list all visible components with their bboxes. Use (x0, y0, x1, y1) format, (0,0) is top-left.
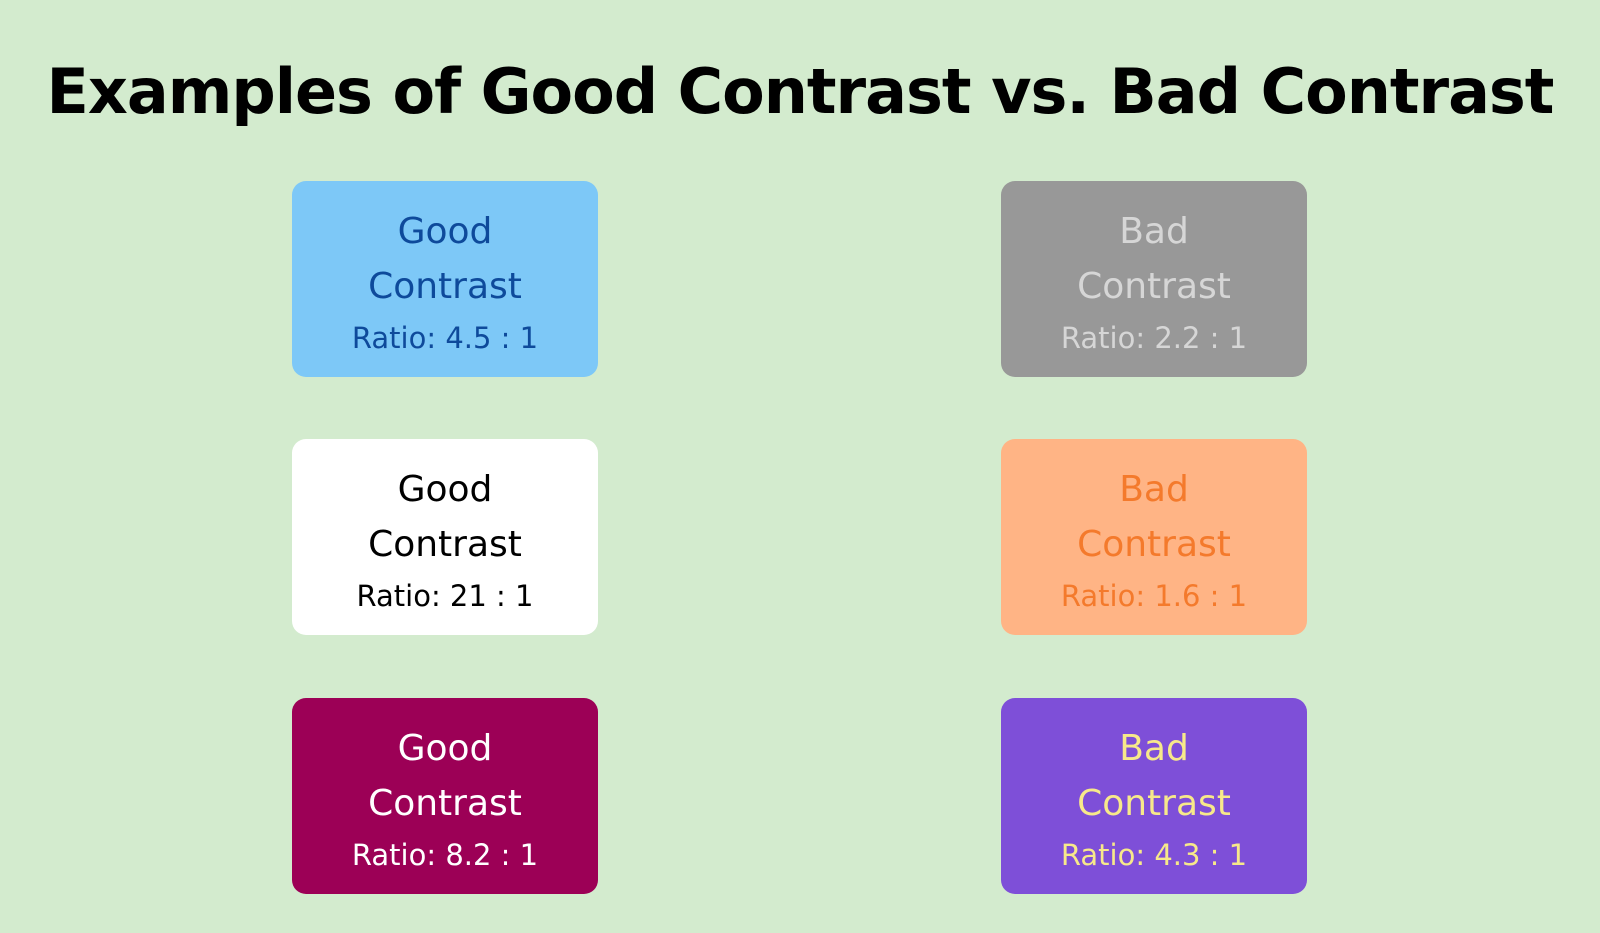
card-label-line2: Contrast (1077, 524, 1231, 565)
card-ratio: Ratio: 4.3 : 1 (1060, 838, 1248, 872)
card-ratio: Ratio: 1.6 : 1 (1060, 579, 1248, 613)
card-ratio: Ratio: 8.2 : 1 (351, 838, 539, 872)
card-bad-contrast-gray: Bad Contrast Ratio: 2.2 : 1 (1001, 181, 1307, 377)
card-good-contrast-blue: Good Contrast Ratio: 4.5 : 1 (292, 181, 598, 377)
card-label-line2: Contrast (368, 524, 522, 565)
card-label-line2: Contrast (1077, 266, 1231, 307)
card-label: Bad Contrast (1034, 462, 1274, 572)
card-label-line1: Good (397, 211, 493, 252)
card-label-line1: Bad (1119, 469, 1189, 510)
page-title: Examples of Good Contrast vs. Bad Contra… (46, 55, 1555, 128)
card-label: Good Contrast (325, 204, 565, 314)
card-label-line2: Contrast (1077, 783, 1231, 824)
card-good-contrast-white: Good Contrast Ratio: 21 : 1 (292, 439, 598, 635)
card-label: Good Contrast (325, 721, 565, 831)
card-label-line1: Bad (1119, 728, 1189, 769)
card-ratio: Ratio: 21 : 1 (356, 579, 534, 613)
card-ratio: Ratio: 4.5 : 1 (351, 321, 539, 355)
card-good-contrast-magenta: Good Contrast Ratio: 8.2 : 1 (292, 698, 598, 894)
card-label-line2: Contrast (368, 266, 522, 307)
card-bad-contrast-orange: Bad Contrast Ratio: 1.6 : 1 (1001, 439, 1307, 635)
card-label: Bad Contrast (1034, 204, 1274, 314)
card-ratio: Ratio: 2.2 : 1 (1060, 321, 1248, 355)
card-label-line1: Bad (1119, 211, 1189, 252)
card-label-line1: Good (397, 469, 493, 510)
card-label: Good Contrast (325, 462, 565, 572)
card-label-line2: Contrast (368, 783, 522, 824)
card-bad-contrast-purple: Bad Contrast Ratio: 4.3 : 1 (1001, 698, 1307, 894)
card-label-line1: Good (397, 728, 493, 769)
card-label: Bad Contrast (1034, 721, 1274, 831)
